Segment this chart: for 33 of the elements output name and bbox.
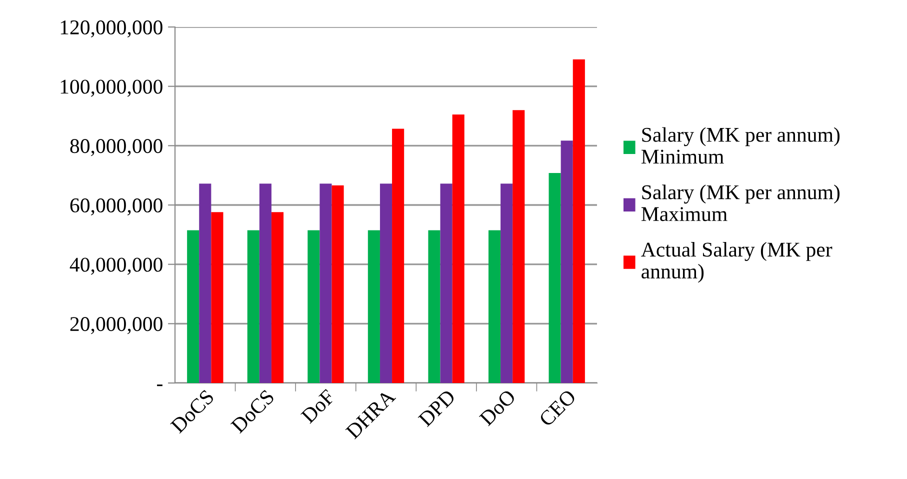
y-tick-label: 120,000,000 bbox=[60, 20, 162, 38]
bar bbox=[199, 184, 212, 383]
y-tick-label: 20,000,000 bbox=[70, 317, 162, 334]
bar bbox=[548, 172, 561, 383]
bar bbox=[512, 110, 525, 383]
bar bbox=[560, 140, 573, 383]
bar bbox=[187, 230, 200, 383]
bar bbox=[308, 230, 320, 383]
bar bbox=[247, 230, 260, 383]
bar bbox=[392, 128, 404, 383]
bar bbox=[380, 184, 392, 383]
x-tick-label: DoF bbox=[300, 388, 336, 424]
bar bbox=[428, 230, 440, 383]
bar bbox=[500, 184, 513, 383]
bar bbox=[452, 114, 464, 383]
legend-label: Actual Salary (MK per annum) bbox=[641, 242, 832, 283]
legend-label: Salary (MK per annum) Maximum bbox=[641, 184, 840, 222]
legend-label: Salary (MK per annum) Minimum bbox=[641, 127, 840, 164]
y-tick-label: - bbox=[157, 384, 162, 386]
bar bbox=[488, 230, 501, 383]
y-tick-label: 80,000,000 bbox=[70, 139, 162, 156]
bar bbox=[440, 184, 452, 383]
bar bbox=[368, 230, 380, 383]
bar bbox=[271, 212, 284, 383]
bar bbox=[332, 185, 344, 383]
y-tick-label: 40,000,000 bbox=[70, 258, 162, 275]
bar bbox=[211, 212, 224, 383]
bar bbox=[320, 184, 332, 383]
y-tick-label: 60,000,000 bbox=[70, 198, 162, 216]
x-tick-label: CEO bbox=[538, 388, 577, 428]
bar bbox=[259, 184, 272, 383]
y-tick-label: 100,000,000 bbox=[60, 80, 162, 97]
bar bbox=[572, 59, 585, 383]
